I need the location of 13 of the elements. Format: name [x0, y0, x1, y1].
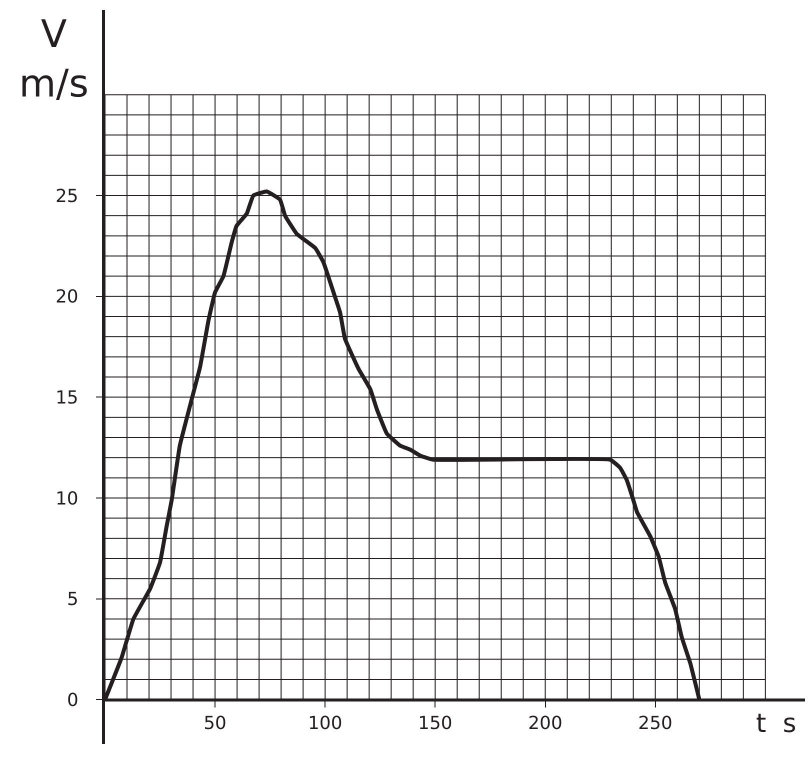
y-tick-label: 0 [66, 690, 78, 711]
x-tick-label: 200 [528, 713, 562, 734]
x-axis-title: t s [756, 709, 796, 739]
y-tick-label: 25 [55, 186, 78, 207]
y-tick-label: 5 [66, 589, 78, 610]
x-tick-label: 100 [308, 713, 342, 734]
y-tick-label: 15 [55, 387, 78, 408]
x-tick-label: 150 [418, 713, 452, 734]
y-axis-title: V m/s [19, 12, 89, 106]
x-tick-label: 50 [204, 713, 227, 734]
x-tick-label: 250 [638, 713, 672, 734]
y-tick-label: 10 [55, 488, 78, 510]
y-tick-label: 20 [55, 286, 78, 308]
